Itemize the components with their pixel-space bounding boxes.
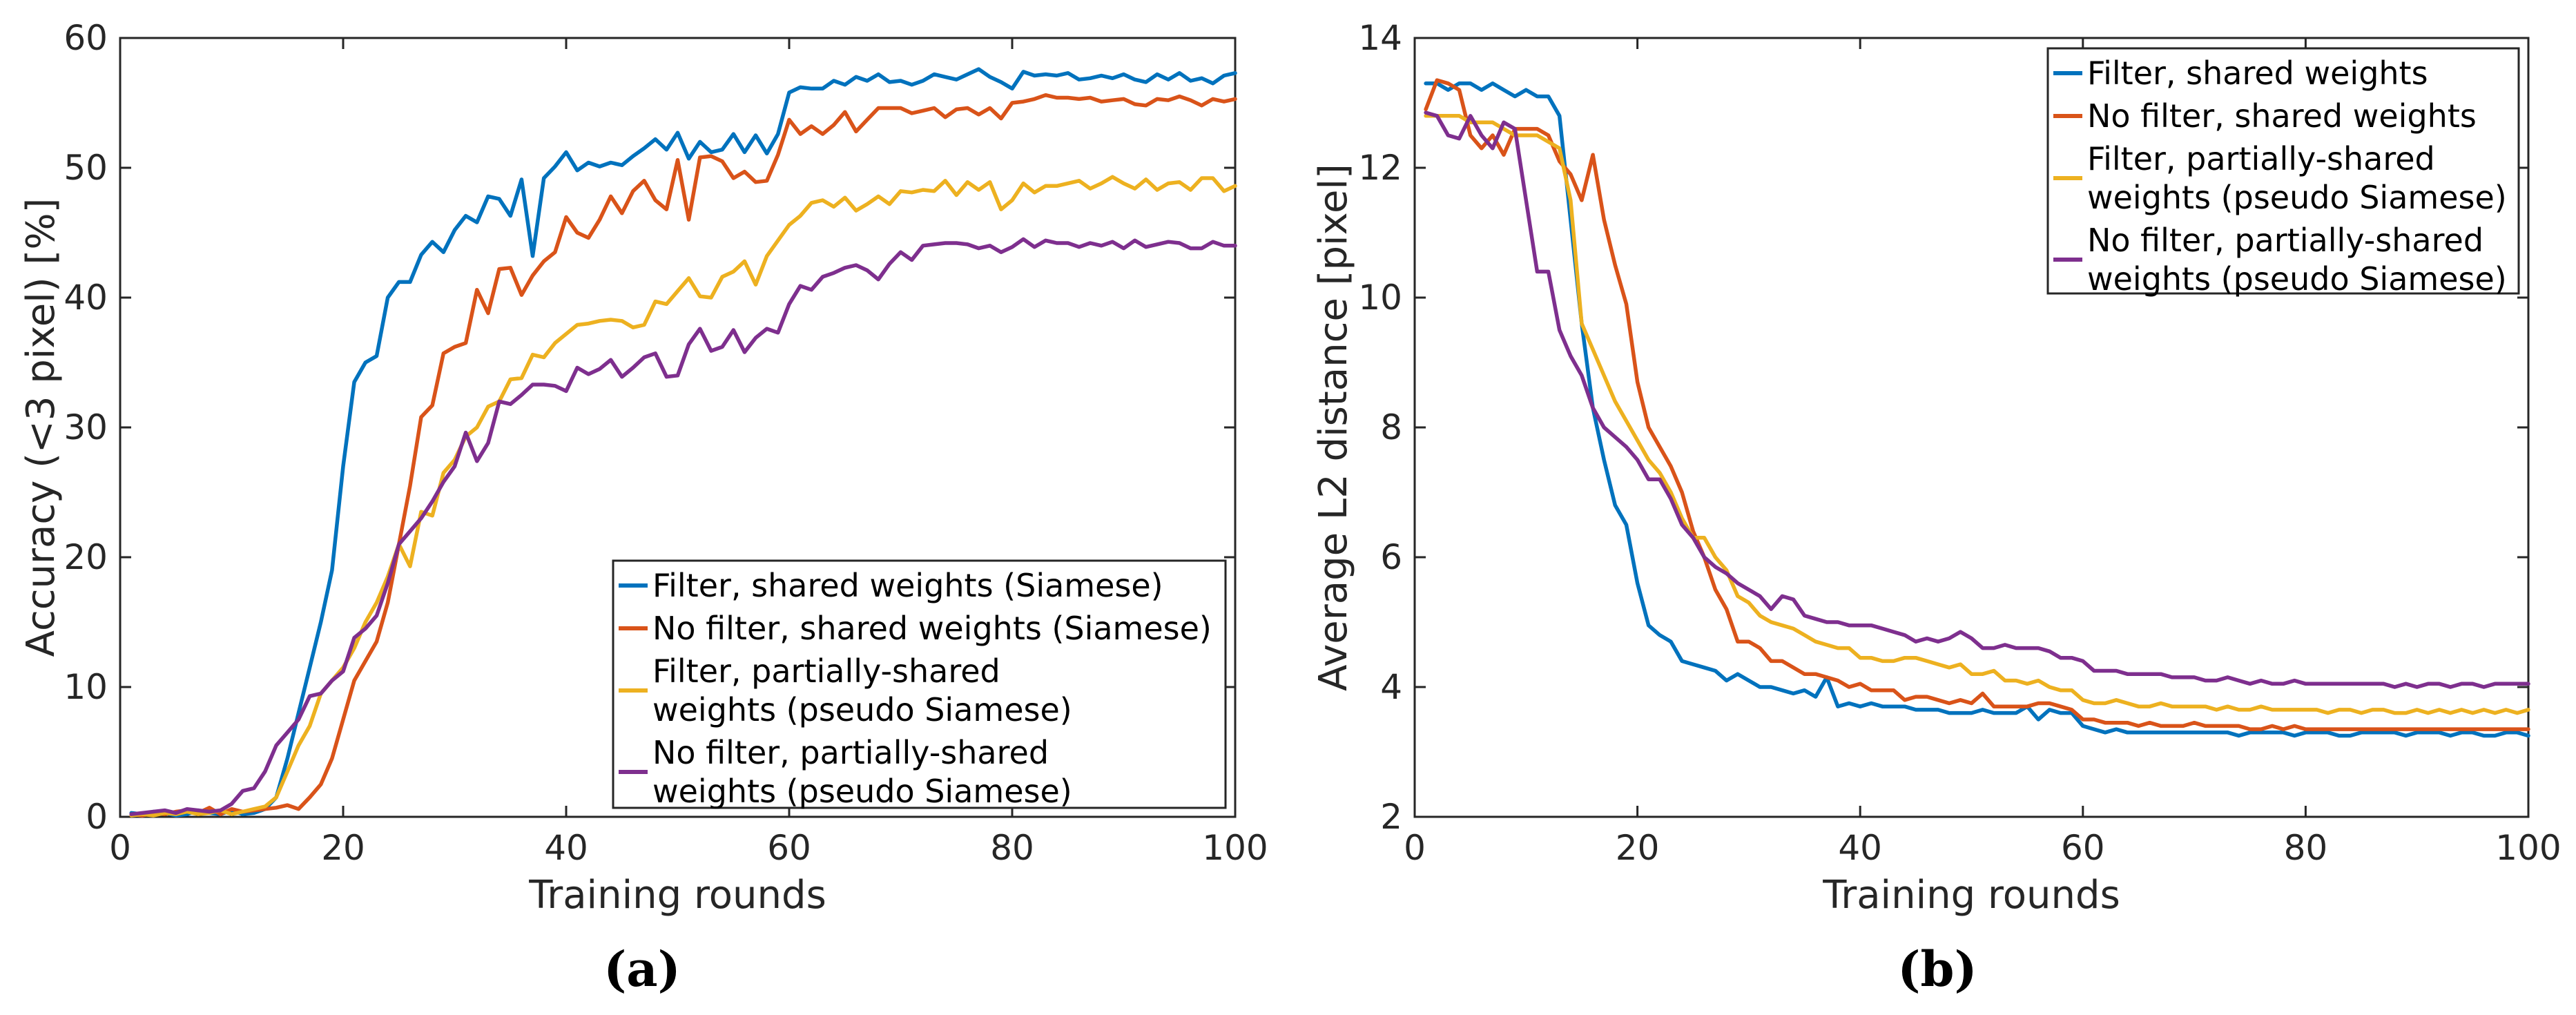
x-tick-label: 100 — [1202, 828, 1268, 868]
legend-label: Filter, shared weights — [2087, 55, 2428, 92]
x-tick-label: 20 — [1616, 828, 1660, 868]
y-tick-label: 2 — [1380, 797, 1402, 837]
x-tick-label: 80 — [990, 828, 1034, 868]
y-tick-label: 4 — [1380, 667, 1402, 707]
y-tick-label: 6 — [1380, 537, 1402, 577]
x-tick-label: 0 — [109, 828, 131, 868]
x-tick-label: 40 — [544, 828, 588, 868]
chart-b: 0 20 40 60 80 100 2 4 6 8 10 12 14 Training rounds Ave… — [1311, 18, 2562, 998]
x-axis-label: Training rounds — [1822, 873, 2120, 918]
y-tick-label: 40 — [64, 278, 108, 318]
x-tick-label: 60 — [2061, 828, 2105, 868]
legend-label: weights (pseudo Siamese) — [652, 773, 1072, 810]
series-line-4 — [1424, 110, 2530, 689]
legend-label: No filter, partially-shared — [2087, 222, 2483, 259]
legend: Filter, shared weights No filter, shared … — [2046, 47, 2520, 298]
x-tick-label: 20 — [321, 828, 365, 868]
legend-label: weights (pseudo Siamese) — [2087, 260, 2507, 298]
series-line-1 — [1424, 81, 2530, 738]
x-tick-label: 0 — [1404, 828, 1426, 868]
x-axis-label: Training rounds — [528, 873, 826, 918]
legend-label: Filter, partially-shared — [652, 652, 1000, 690]
panel-label: (b) — [1897, 940, 1977, 998]
series-line-2 — [1424, 78, 2530, 731]
y-tick-label: 12 — [1358, 148, 1402, 188]
y-axis-label: Average L2 distance [pixel] — [1311, 164, 1356, 691]
series-line-3 — [1424, 114, 2530, 715]
legend-label: No filter, shared weights (Siamese) — [652, 610, 1212, 647]
series-line-1 — [129, 67, 1237, 818]
y-axis-label: Accuracy (<3 pixel) [%] — [19, 198, 64, 657]
panel-label: (a) — [603, 940, 681, 998]
legend-box — [2046, 47, 2520, 295]
x-tick-label: 80 — [2284, 828, 2328, 868]
y-tick-label: 20 — [64, 537, 108, 577]
legend-label: No filter, shared weights — [2087, 97, 2477, 135]
x-tick-label: 100 — [2495, 828, 2561, 868]
series-line-3 — [129, 175, 1237, 818]
legend-label: Filter, shared weights (Siamese) — [652, 567, 1163, 604]
y-tick-label: 10 — [1358, 278, 1402, 318]
y-tick-label: 10 — [64, 667, 108, 707]
y-tick-label: 8 — [1380, 407, 1402, 447]
y-tick-label: 0 — [86, 797, 108, 837]
legend-label: No filter, partially-shared — [652, 734, 1049, 771]
legend-label: weights (pseudo Siamese) — [652, 691, 1072, 728]
series-line-2 — [129, 93, 1237, 818]
y-tick-label: 30 — [64, 407, 108, 447]
x-tick-label: 40 — [1838, 828, 1882, 868]
series-line-4 — [129, 237, 1237, 816]
legend-box — [612, 559, 1227, 809]
legend-label: Filter, partially-shared — [2087, 140, 2435, 177]
y-tick-label: 50 — [64, 148, 108, 188]
legend-label: weights (pseudo Siamese) — [2087, 179, 2507, 216]
y-tick-label: 14 — [1358, 18, 1402, 58]
y-tick-label: 60 — [64, 18, 108, 58]
x-tick-label: 60 — [767, 828, 811, 868]
chart-a: 0 20 40 60 80 100 0 10 20 30 40 50 60 Training rounds… — [19, 18, 1268, 998]
legend: Filter, shared weights (Siamese) No filte… — [612, 559, 1227, 810]
